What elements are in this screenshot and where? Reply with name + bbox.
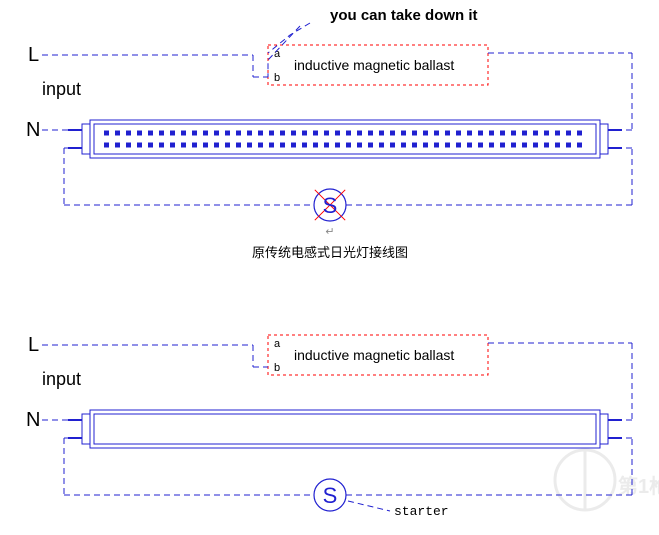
starter: S bbox=[314, 479, 346, 511]
terminal-N: N bbox=[26, 409, 40, 431]
terminal-L: L bbox=[28, 44, 39, 66]
caption: 原传统电感式日光灯接线图 bbox=[252, 245, 408, 260]
terminal-N: N bbox=[26, 119, 40, 141]
input-label: input bbox=[42, 79, 81, 99]
starter-label: starter bbox=[394, 504, 449, 519]
note-text: you can take down it bbox=[330, 7, 478, 24]
starter-letter: S bbox=[323, 483, 338, 508]
tube bbox=[68, 410, 622, 448]
starter-letter: S bbox=[323, 193, 338, 218]
watermark: 第1枪 bbox=[618, 474, 659, 498]
ballast-label: inductive magnetic ballast bbox=[294, 57, 454, 73]
tube bbox=[68, 120, 622, 158]
svg-text:↵: ↵ bbox=[325, 226, 334, 238]
input-label: input bbox=[42, 369, 81, 389]
ballast-terminal-a: a bbox=[274, 338, 281, 350]
terminal-L: L bbox=[28, 334, 39, 356]
ballast-terminal-b: b bbox=[274, 72, 280, 84]
starter: S bbox=[314, 189, 346, 221]
ballast-label: inductive magnetic ballast bbox=[294, 347, 454, 363]
ballast-terminal-b: b bbox=[274, 362, 280, 374]
